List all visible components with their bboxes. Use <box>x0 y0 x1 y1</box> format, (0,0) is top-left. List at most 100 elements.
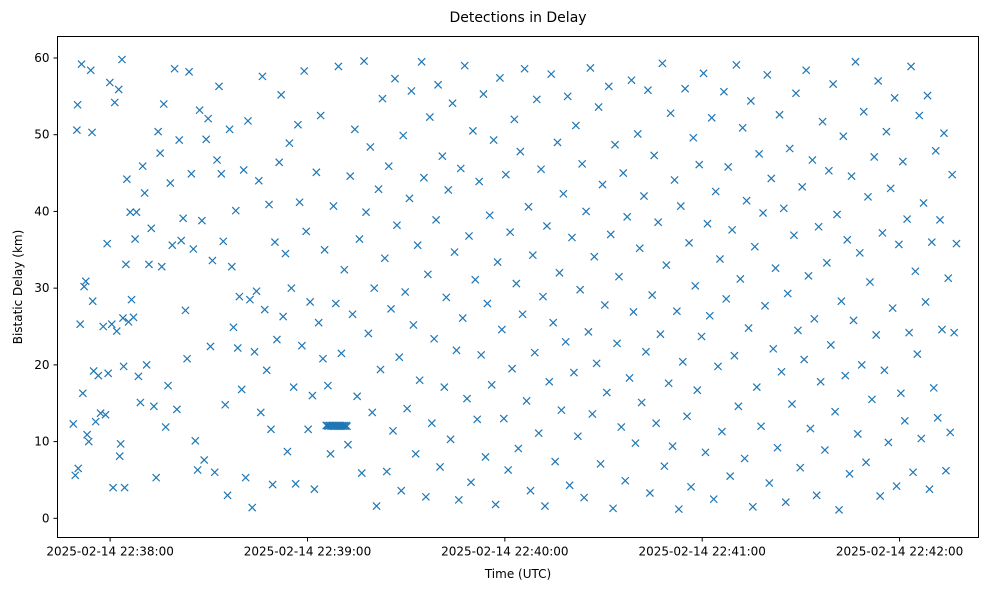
data-point <box>822 258 831 267</box>
data-point <box>835 505 844 514</box>
data-point <box>654 218 663 227</box>
data-point <box>826 340 835 349</box>
data-point <box>672 307 681 316</box>
data-point <box>71 471 80 480</box>
data-point <box>643 86 652 95</box>
data-point <box>787 399 797 409</box>
data-point <box>83 430 92 439</box>
data-point <box>935 215 945 224</box>
data-point <box>94 371 103 380</box>
data-point <box>853 429 862 438</box>
data-point <box>785 144 794 153</box>
data-point <box>812 491 821 500</box>
data-point <box>105 78 114 87</box>
data-point <box>264 200 274 209</box>
data-point <box>134 372 143 381</box>
data-point <box>116 439 125 448</box>
data-point <box>656 330 665 339</box>
data-point <box>425 113 434 122</box>
data-point <box>683 412 692 421</box>
data-point <box>96 409 105 418</box>
data-point <box>905 328 914 337</box>
data-point <box>903 215 912 224</box>
data-point <box>888 304 897 313</box>
data-point <box>390 74 400 83</box>
data-point <box>806 424 815 433</box>
data-point <box>730 351 739 360</box>
data-point <box>430 334 439 343</box>
data-point <box>121 260 130 269</box>
data-point <box>88 297 97 306</box>
data-point <box>645 488 654 498</box>
data-point <box>77 60 86 69</box>
data-point <box>387 304 396 313</box>
data-point <box>138 162 147 171</box>
data-point <box>722 294 731 303</box>
data-point <box>493 258 502 267</box>
data-point <box>596 459 605 468</box>
data-point <box>678 357 687 366</box>
data-point <box>837 297 846 306</box>
data-point <box>395 353 404 362</box>
data-point <box>487 380 496 389</box>
data-point <box>166 179 175 188</box>
data-point <box>538 292 548 301</box>
data-point <box>508 364 517 373</box>
data-point <box>553 138 562 147</box>
data-point <box>563 92 572 101</box>
data-point <box>767 174 776 183</box>
data-point <box>258 72 267 81</box>
data-point <box>707 113 716 122</box>
data-point <box>84 437 93 446</box>
data-point <box>283 447 292 456</box>
data-point <box>110 98 119 107</box>
y-tick-label: 0 <box>42 511 50 525</box>
data-point <box>360 57 369 66</box>
data-point <box>126 208 135 217</box>
data-point <box>291 479 300 488</box>
data-point <box>746 96 755 105</box>
data-point <box>235 292 244 301</box>
data-point <box>939 129 948 138</box>
data-point <box>789 231 798 240</box>
data-point <box>312 168 321 177</box>
data-point <box>306 297 315 306</box>
data-point <box>623 212 632 221</box>
data-point <box>755 149 764 158</box>
data-point <box>808 155 817 165</box>
data-point <box>78 389 87 398</box>
data-point <box>260 305 269 314</box>
data-point <box>80 282 89 291</box>
data-point <box>532 95 541 104</box>
data-point <box>637 398 646 407</box>
data-point <box>411 449 420 458</box>
data-point <box>921 297 930 306</box>
data-point <box>691 281 700 290</box>
data-point <box>187 169 196 178</box>
data-point <box>241 473 250 482</box>
data-points <box>69 55 961 514</box>
data-point <box>378 94 387 103</box>
data-point <box>483 299 492 308</box>
data-point <box>72 126 81 135</box>
data-point <box>479 90 488 99</box>
data-point <box>401 287 410 297</box>
data-point <box>275 158 284 167</box>
data-point <box>919 198 928 208</box>
data-point <box>310 485 319 494</box>
data-point <box>641 347 650 356</box>
data-point <box>923 91 932 100</box>
y-tick-label: 10 <box>34 435 49 449</box>
data-point <box>652 419 661 428</box>
data-point <box>256 408 265 417</box>
data-point <box>880 366 889 375</box>
data-point <box>506 228 515 237</box>
data-point <box>475 177 484 186</box>
data-point <box>559 189 568 198</box>
data-point <box>326 449 335 458</box>
data-point <box>285 139 294 148</box>
data-point <box>800 355 809 364</box>
data-point <box>719 87 728 96</box>
data-point <box>742 196 751 205</box>
data-point <box>140 188 149 198</box>
